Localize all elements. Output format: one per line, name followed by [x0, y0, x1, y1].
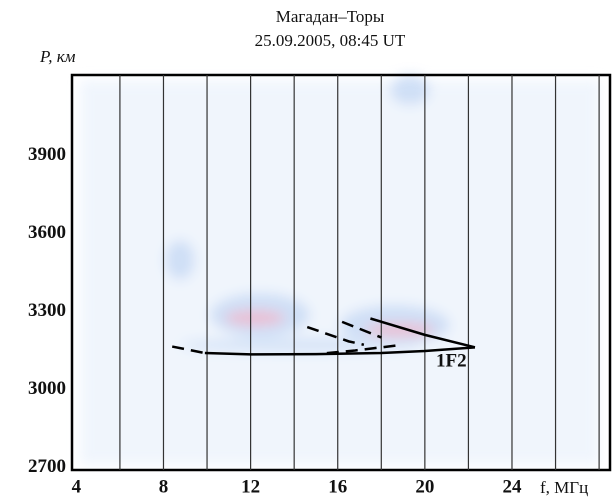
y-axis-label: P, км — [39, 47, 76, 66]
x-tick-label: 20 — [415, 476, 434, 497]
chart-subtitle: 25.09.2005, 08:45 UT — [255, 31, 406, 50]
x-tick-label: 4 — [72, 476, 82, 497]
echo-cloud — [80, 75, 600, 465]
trace-line — [326, 344, 399, 355]
trace-line — [171, 345, 206, 355]
y-tick-label: 3000 — [28, 378, 66, 399]
y-tick-label: 3300 — [28, 300, 66, 321]
y-tick-label: 3600 — [28, 222, 66, 243]
y-tick-label: 2700 — [28, 456, 66, 477]
chart-title: Магадан–Торы — [276, 7, 385, 26]
plot-frame — [70, 73, 612, 472]
annotation: 1F2 — [436, 350, 467, 371]
x-tick-label: 8 — [159, 476, 169, 497]
x-tick-label: 24 — [502, 476, 522, 497]
trace-line — [306, 325, 365, 346]
x-tick-label: 16 — [328, 476, 347, 497]
x-tick-label: 12 — [241, 476, 260, 497]
trace-line — [204, 346, 476, 356]
y-tick-label: 3900 — [28, 144, 66, 165]
x-axis-label: f, МГц — [540, 478, 588, 497]
trace-line — [370, 317, 476, 349]
trace-line — [341, 320, 382, 339]
